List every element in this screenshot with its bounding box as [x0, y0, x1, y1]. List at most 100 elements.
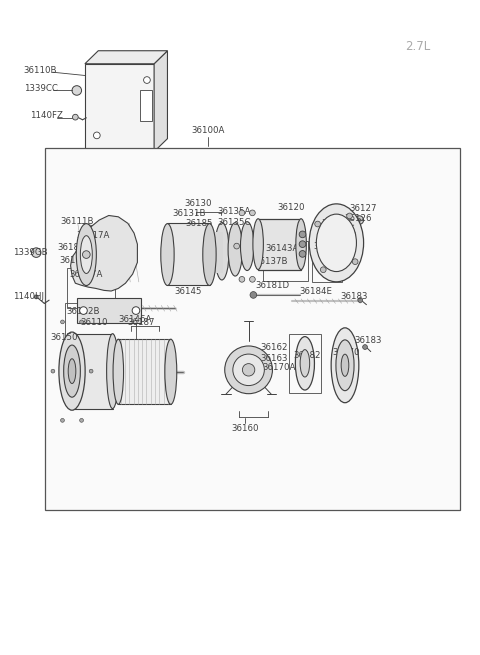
Bar — [288, 334, 321, 392]
Text: 36163: 36163 — [260, 354, 288, 363]
Circle shape — [347, 213, 352, 219]
Ellipse shape — [336, 340, 354, 390]
Circle shape — [132, 307, 140, 314]
Bar — [45, 149, 460, 510]
Ellipse shape — [228, 223, 242, 276]
Text: 36112B: 36112B — [67, 307, 100, 316]
Bar — [77, 298, 141, 323]
Text: 36135C: 36135C — [217, 217, 251, 227]
Circle shape — [60, 419, 64, 422]
Ellipse shape — [64, 345, 80, 397]
Ellipse shape — [309, 204, 364, 282]
Text: 36185: 36185 — [185, 219, 213, 228]
Circle shape — [60, 320, 64, 324]
Ellipse shape — [165, 339, 177, 404]
Polygon shape — [85, 50, 168, 64]
Text: 36137A: 36137A — [69, 270, 103, 278]
Circle shape — [32, 248, 41, 257]
Bar — [67, 268, 115, 308]
Text: 36143A: 36143A — [265, 244, 299, 253]
Circle shape — [83, 251, 90, 258]
Circle shape — [355, 215, 364, 225]
Polygon shape — [71, 215, 137, 291]
Text: 36135A: 36135A — [217, 207, 251, 216]
Text: 36142: 36142 — [313, 242, 340, 251]
Circle shape — [51, 369, 55, 373]
Circle shape — [352, 259, 358, 265]
Circle shape — [94, 132, 100, 139]
Ellipse shape — [296, 219, 306, 270]
Bar — [222, 233, 236, 269]
Bar — [140, 90, 152, 121]
Text: 36100A: 36100A — [192, 126, 225, 135]
Bar — [72, 334, 113, 409]
Bar — [118, 339, 171, 404]
Text: 36181D: 36181D — [255, 281, 289, 290]
Circle shape — [358, 298, 363, 303]
Text: 36117A: 36117A — [77, 231, 110, 240]
Ellipse shape — [341, 354, 349, 377]
Text: 36162: 36162 — [260, 343, 288, 352]
Ellipse shape — [316, 214, 357, 272]
Circle shape — [34, 295, 38, 299]
Circle shape — [80, 320, 84, 324]
Ellipse shape — [295, 337, 314, 390]
Ellipse shape — [68, 359, 76, 384]
Ellipse shape — [203, 223, 216, 286]
Circle shape — [299, 231, 306, 238]
Circle shape — [320, 267, 326, 272]
Text: 36150: 36150 — [50, 333, 78, 342]
Text: 36170: 36170 — [332, 348, 360, 357]
Circle shape — [122, 236, 127, 240]
Text: 2.7L: 2.7L — [405, 40, 430, 52]
Text: 36127: 36127 — [350, 204, 377, 214]
Circle shape — [250, 210, 255, 215]
Circle shape — [239, 276, 245, 282]
Text: 36183: 36183 — [355, 336, 382, 345]
Text: 36182: 36182 — [293, 351, 321, 360]
Text: 36110: 36110 — [80, 318, 108, 328]
Text: 36137B: 36137B — [254, 257, 288, 265]
Polygon shape — [154, 50, 168, 152]
Bar — [85, 64, 154, 152]
Circle shape — [358, 219, 361, 221]
Bar — [65, 303, 136, 341]
Circle shape — [250, 276, 255, 282]
Ellipse shape — [240, 221, 254, 271]
Circle shape — [72, 114, 78, 120]
Text: 36131B: 36131B — [172, 209, 206, 218]
Circle shape — [315, 221, 321, 227]
Text: 36111B: 36111B — [60, 217, 94, 226]
Text: 1339GB: 1339GB — [13, 248, 48, 257]
Bar — [258, 219, 301, 270]
Text: 36102: 36102 — [60, 256, 87, 265]
Bar — [208, 233, 223, 272]
Text: 36183: 36183 — [340, 292, 368, 301]
Circle shape — [299, 251, 306, 257]
Text: 36131C: 36131C — [321, 219, 355, 228]
Ellipse shape — [80, 236, 92, 273]
Text: 1140FZ: 1140FZ — [30, 111, 63, 121]
Text: 36110B: 36110B — [24, 66, 57, 75]
Circle shape — [225, 346, 273, 394]
Text: 36160: 36160 — [231, 424, 259, 433]
Text: 36130: 36130 — [185, 199, 212, 208]
Text: 36184E: 36184E — [300, 287, 333, 296]
Circle shape — [144, 77, 150, 83]
Circle shape — [250, 291, 257, 298]
Text: 1339CC: 1339CC — [24, 84, 58, 93]
Circle shape — [89, 369, 93, 373]
Circle shape — [350, 224, 356, 229]
Ellipse shape — [331, 328, 359, 403]
Circle shape — [299, 241, 306, 248]
Circle shape — [239, 210, 245, 215]
Text: 36155: 36155 — [234, 364, 262, 373]
Circle shape — [363, 345, 367, 349]
Bar — [312, 235, 342, 282]
Bar — [168, 223, 210, 285]
Ellipse shape — [107, 333, 119, 409]
Ellipse shape — [300, 350, 310, 377]
Ellipse shape — [161, 223, 174, 286]
Ellipse shape — [113, 339, 123, 404]
Circle shape — [255, 243, 261, 249]
